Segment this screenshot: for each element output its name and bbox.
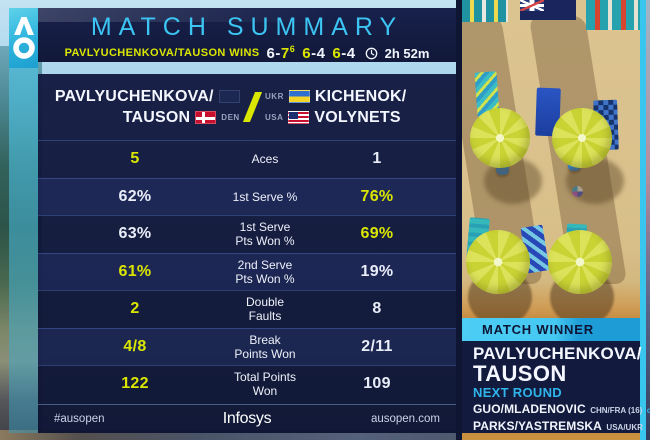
- beach-bucket: [496, 164, 509, 175]
- stat-value-left: 62%: [118, 187, 152, 205]
- beach-panel-left-edge: [456, 0, 462, 440]
- ukraine-flag-icon: [288, 90, 310, 103]
- australian-flag: [520, 0, 576, 20]
- clock-icon: [365, 47, 378, 60]
- stat-value-right: 76%: [360, 187, 394, 205]
- stat-row: 4/8 Break Points Won 2/11: [38, 327, 456, 365]
- next-round-label: NEXT ROUND: [473, 385, 562, 400]
- stat-value-left: 122: [121, 375, 149, 393]
- set-score-1: 6-76: [266, 44, 296, 62]
- stat-row: 122 Total Points Won 109: [38, 365, 456, 403]
- neutral-flag-icon: [218, 90, 240, 103]
- winner-line: PAVLYUCHENKOVA/TAUSON WINS: [64, 47, 260, 59]
- stat-row: 62% 1st Serve % 76%: [38, 177, 456, 215]
- slash-icon: [242, 92, 262, 122]
- stat-value-left: 2: [130, 300, 140, 318]
- next-round-opponent-2: PARKS/YASTREMSKA USA/UKR: [473, 419, 643, 433]
- stat-row: 63% 1st Serve Pts Won % 69%: [38, 215, 456, 253]
- result-line: PAVLYUCHENKOVA/TAUSON WINS 6-76 6-4 6-4 …: [38, 44, 456, 62]
- set-score-3: 6-4: [332, 44, 356, 62]
- background-photo-right: [646, 0, 650, 440]
- team-left-name-1: PAVLYUCHENKOVA/: [54, 87, 214, 105]
- winner-name-2: TAUSON: [473, 361, 567, 386]
- match-winner-bar: MATCH WINNER: [462, 318, 640, 341]
- match-winner-box: PAVLYUCHENKOVA/ TAUSON NEXT ROUND GUO/ML…: [462, 341, 650, 433]
- stat-value-left: 63%: [118, 225, 152, 243]
- match-summary-header: MATCH SUMMARY PAVLYUCHENKOVA/TAUSON WINS…: [38, 8, 456, 62]
- next-round-opponent-1: GUO/MLADENOVIC CHN/FRA (16) or: [473, 402, 650, 416]
- team-left-name-2: TAUSON: [122, 108, 191, 126]
- set-score-2: 6-4: [302, 44, 326, 62]
- stat-value-left: 5: [130, 150, 140, 168]
- stat-value-right: 1: [372, 150, 382, 168]
- beach-kiosk: [586, 0, 640, 30]
- match-winner-label: MATCH WINNER: [482, 322, 594, 337]
- beach-umbrella: [552, 108, 612, 168]
- ao-logo: [9, 8, 38, 68]
- beach-kiosk: [462, 0, 508, 22]
- stats-table: 5 Aces 1 62% 1st Serve % 76% 63% 1st Ser…: [38, 140, 456, 403]
- page-title: MATCH SUMMARY: [90, 13, 404, 41]
- stat-value-right: 8: [372, 300, 382, 318]
- ao-logo-icon: [12, 17, 35, 59]
- panel-footer: #ausopen Infosys ausopen.com: [38, 404, 456, 433]
- beach-panel-right-border: [640, 0, 646, 440]
- team-left: PAVLYUCHENKOVA/ TAUSON DEN: [49, 88, 240, 127]
- country-code: UKR: [265, 92, 284, 101]
- stat-label: Double Faults: [245, 295, 285, 324]
- country-code: USA: [265, 113, 284, 122]
- stat-value-right: 109: [363, 375, 391, 393]
- sponsor-logo: Infosys: [222, 410, 272, 427]
- stat-label: 1st Serve Pts Won %: [235, 220, 295, 249]
- stat-value-right: 2/11: [361, 337, 393, 355]
- team-right-name-2: VOLYNETS: [314, 108, 401, 126]
- denmark-flag-icon: [195, 111, 217, 124]
- stat-label: 2nd Serve Pts Won %: [235, 257, 295, 286]
- stat-value-right: 69%: [360, 225, 394, 243]
- stat-row: 5 Aces 1: [38, 140, 456, 178]
- team-right: UKR KICHENOK/ USA VOLYNETS: [265, 88, 456, 127]
- beach-ball: [572, 186, 583, 197]
- beach-umbrella: [466, 230, 530, 294]
- team-separator: [240, 92, 265, 122]
- background-photo-bottom: [0, 430, 650, 440]
- footer-url: ausopen.com: [370, 413, 440, 425]
- stat-label: 1st Serve %: [232, 189, 298, 204]
- stat-value-left: 61%: [118, 262, 152, 280]
- team-names-row: PAVLYUCHENKOVA/ TAUSON DEN UKR KICHENOK/…: [38, 74, 456, 140]
- left-accent-strip: [9, 8, 38, 433]
- stat-value-right: 19%: [360, 262, 394, 280]
- stat-row: 61% 2nd Serve Pts Won % 19%: [38, 252, 456, 290]
- team-right-name-1: KICHENOK/: [314, 87, 407, 105]
- beach-umbrella: [470, 108, 530, 168]
- stat-label: Aces: [251, 152, 279, 167]
- stat-value-left: 4/8: [123, 337, 147, 355]
- winner-name-1: PAVLYUCHENKOVA/: [473, 344, 642, 363]
- usa-flag-icon: [288, 111, 310, 124]
- beach-umbrella: [548, 230, 612, 294]
- stat-label: Total Points Won: [233, 370, 297, 399]
- stats-panel: PAVLYUCHENKOVA/ TAUSON DEN UKR KICHENOK/…: [38, 74, 456, 433]
- country-code: DEN: [221, 113, 240, 122]
- match-duration: 2h 52m: [384, 45, 430, 61]
- hashtag: #ausopen: [54, 413, 105, 425]
- stat-row: 2 Double Faults 8: [38, 290, 456, 328]
- stat-label: Break Points Won: [234, 332, 296, 361]
